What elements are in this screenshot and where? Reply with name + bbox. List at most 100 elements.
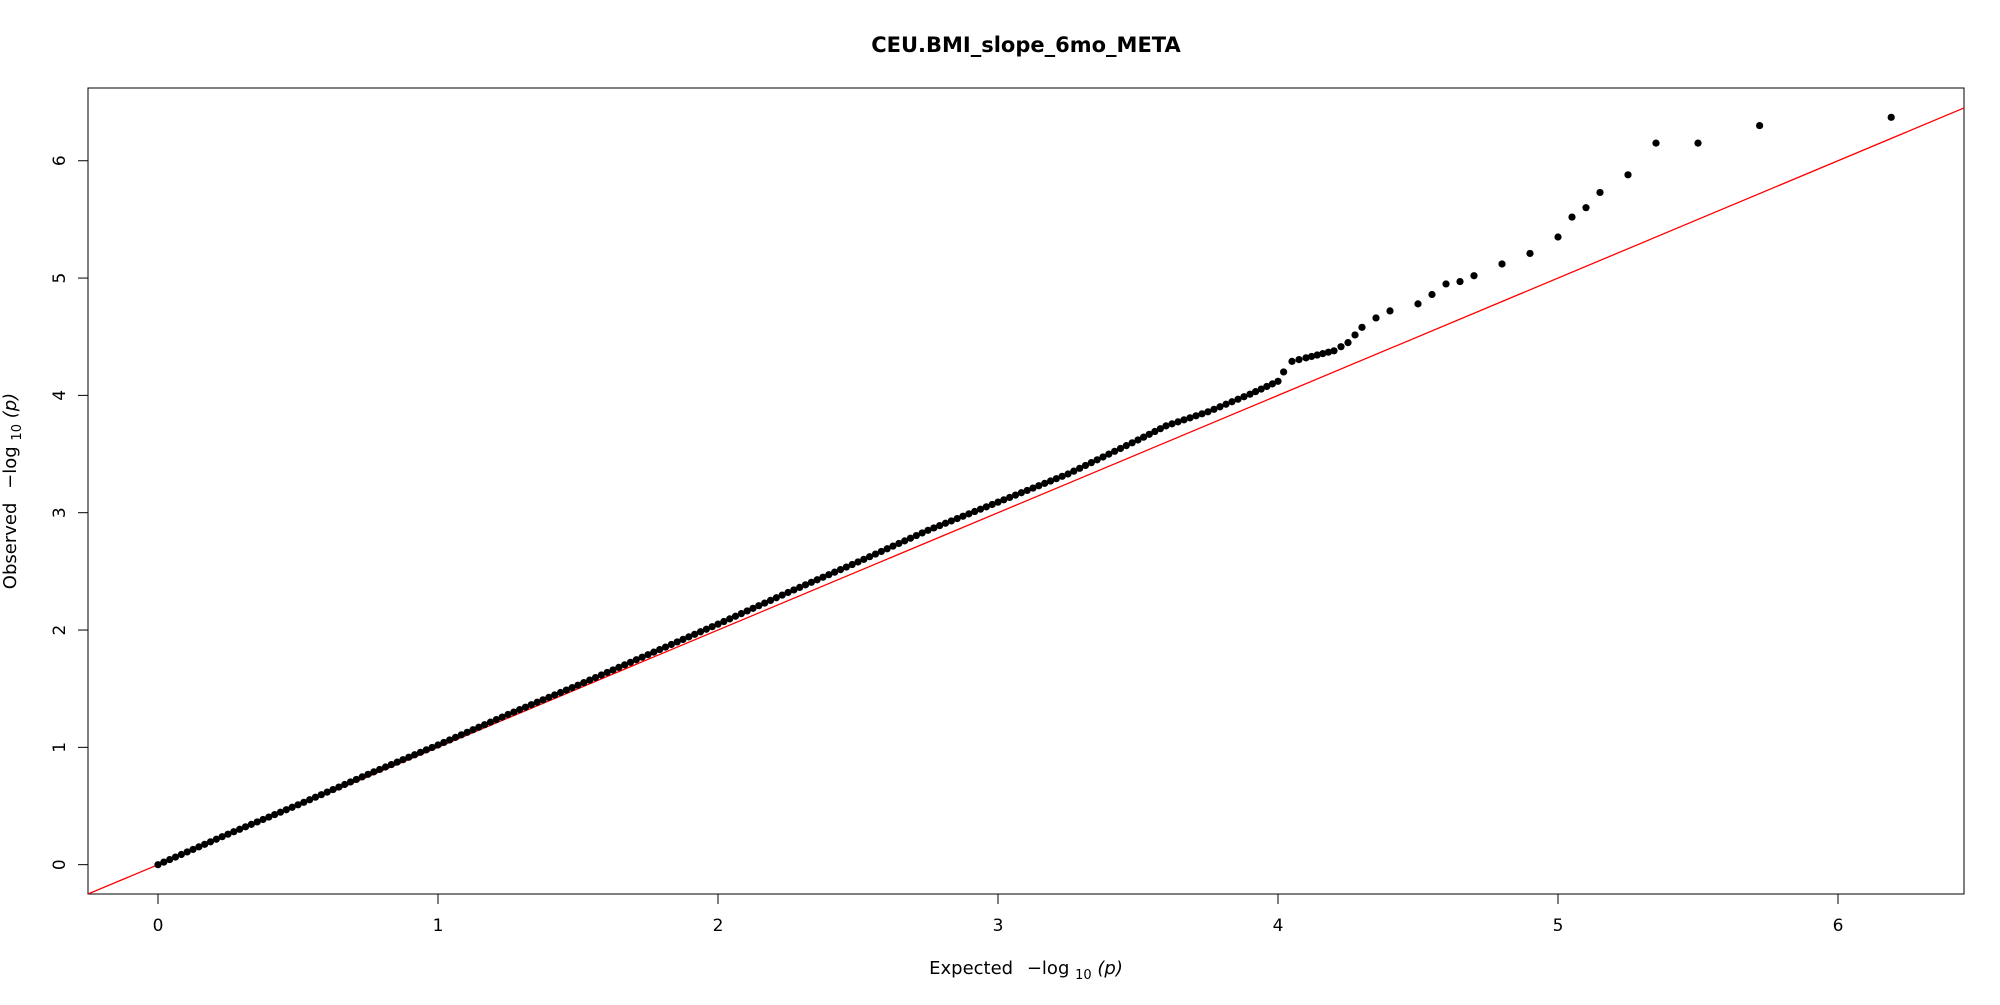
data-point — [591, 673, 600, 682]
data-point — [755, 602, 763, 610]
data-point — [545, 693, 553, 701]
data-point — [1274, 377, 1282, 385]
data-point — [1624, 171, 1632, 179]
y-tick-label: 3 — [50, 507, 70, 518]
data-point — [1210, 405, 1218, 413]
data-point — [626, 658, 635, 666]
data-point — [1222, 400, 1230, 408]
y-tick-label: 0 — [50, 859, 70, 870]
data-point — [370, 768, 378, 776]
data-point — [533, 698, 541, 706]
data-point — [317, 791, 325, 799]
data-point — [265, 813, 273, 821]
data-point — [1011, 491, 1020, 499]
data-point — [1582, 204, 1590, 212]
data-point — [463, 728, 471, 736]
data-point — [469, 726, 477, 734]
data-point — [253, 818, 261, 826]
data-point — [206, 838, 215, 846]
data-point — [947, 517, 955, 525]
data-point — [784, 588, 792, 597]
data-point — [1268, 380, 1276, 388]
data-point — [638, 653, 646, 661]
data-point — [1351, 331, 1359, 339]
data-point — [1186, 414, 1194, 422]
data-point — [1554, 233, 1562, 241]
data-point — [679, 635, 687, 644]
data-point — [1442, 280, 1450, 288]
data-point — [1174, 418, 1182, 426]
data-point — [381, 763, 390, 771]
data-point — [241, 823, 250, 831]
y-axis: 0 1 2 3 4 5 6 — [50, 155, 89, 870]
data-point — [376, 765, 384, 774]
data-point — [160, 858, 168, 866]
data-point — [889, 542, 897, 550]
data-point — [247, 820, 255, 828]
data-point — [230, 828, 238, 836]
data-point — [1414, 300, 1422, 308]
data-point — [597, 671, 605, 679]
data-point — [1162, 422, 1170, 430]
data-point — [446, 736, 454, 744]
data-point — [1313, 351, 1321, 359]
x-tick-label: 2 — [713, 916, 724, 936]
data-point — [171, 853, 180, 861]
data-point — [428, 743, 436, 752]
data-point — [906, 534, 915, 542]
data-point — [1319, 350, 1327, 358]
data-point — [551, 691, 559, 699]
data-point — [183, 848, 191, 856]
data-point — [1428, 290, 1436, 299]
data-point — [1070, 467, 1078, 475]
data-point — [1756, 121, 1764, 130]
y-axis-label-minus-log: −log — [0, 446, 21, 489]
data-point — [988, 500, 996, 509]
data-point — [1228, 398, 1236, 406]
data-point — [1128, 439, 1136, 447]
data-point — [498, 713, 506, 721]
data-point — [936, 522, 944, 530]
data-point — [656, 645, 664, 654]
data-point — [860, 555, 868, 563]
data-point — [1000, 496, 1008, 504]
data-point — [918, 529, 926, 537]
y-axis-label: Observed −log 10 (p) — [0, 393, 26, 589]
data-point — [224, 830, 232, 838]
data-point — [813, 576, 821, 584]
data-point — [1568, 213, 1576, 221]
data-point — [726, 615, 734, 623]
data-point — [1035, 482, 1043, 490]
data-point — [527, 701, 535, 709]
data-point — [387, 760, 395, 769]
data-point — [1052, 475, 1060, 483]
x-tick-label: 1 — [433, 916, 444, 936]
x-tick-label: 6 — [1833, 916, 1844, 936]
data-point — [1234, 395, 1242, 403]
data-point — [1093, 456, 1101, 464]
data-point — [1344, 338, 1352, 347]
data-point — [749, 604, 757, 612]
data-point — [1006, 493, 1014, 502]
data-point — [154, 861, 162, 869]
data-point — [720, 617, 728, 626]
data-point — [562, 686, 570, 694]
data-point — [831, 568, 839, 576]
chart-title: CEU.BMI_slope_6mo_META — [871, 33, 1181, 57]
data-point — [778, 591, 786, 599]
data-point — [1023, 486, 1031, 495]
data-point — [271, 811, 279, 819]
data-point — [1257, 385, 1265, 393]
data-point — [930, 524, 938, 532]
data-point — [1145, 430, 1153, 438]
data-point — [1046, 477, 1055, 485]
x-tick-label: 4 — [1273, 916, 1284, 936]
data-point — [434, 741, 442, 749]
data-point — [288, 803, 296, 811]
data-point — [661, 643, 670, 651]
data-point — [539, 696, 547, 704]
data-point — [924, 526, 932, 534]
data-point — [667, 640, 675, 649]
